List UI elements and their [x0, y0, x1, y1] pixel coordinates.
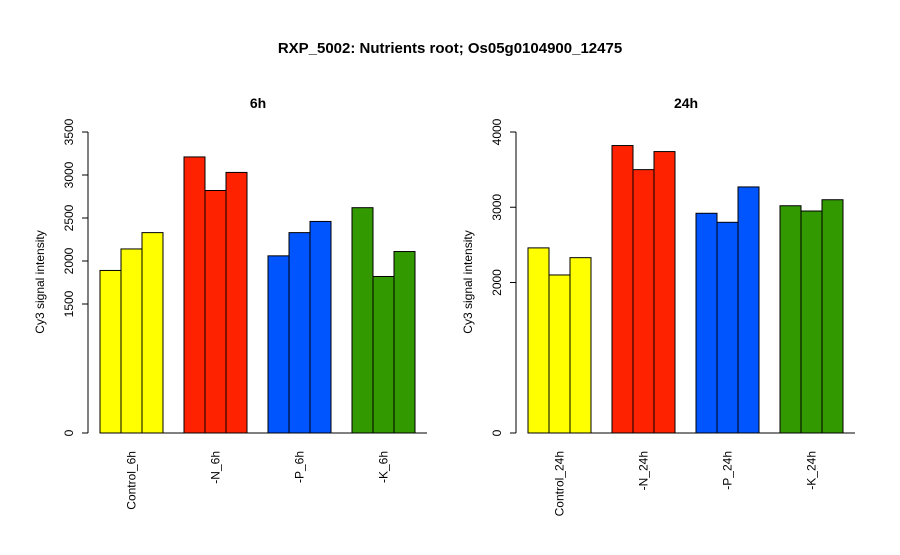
category-label: -K_6h [377, 451, 391, 483]
category-label: -P_24h [721, 451, 735, 490]
bar [569, 257, 592, 434]
bar [653, 151, 676, 434]
y-tick-label: 0 [490, 429, 504, 436]
y-tick-label: 0 [62, 429, 76, 436]
bar [800, 210, 823, 434]
y-tick-label: 2000 [62, 247, 76, 274]
bar [632, 169, 655, 434]
panel-24h: 24h Cy3 signal intensity 0 2000 3000 4000 Co… [461, 95, 855, 516]
category-label: -P_6h [293, 451, 307, 483]
category-label: -N_6h [209, 451, 223, 484]
bar [351, 207, 374, 434]
bar [120, 248, 143, 434]
bar [225, 171, 248, 434]
y-tick-label: 2000 [490, 269, 504, 296]
y-tick-label: 3000 [490, 194, 504, 221]
category-label: Control_24h [553, 451, 567, 516]
bar [204, 189, 227, 434]
category-label: -N_24h [637, 451, 651, 490]
y-axis-label: Cy3 signal intensity [461, 230, 475, 333]
bar [183, 156, 206, 434]
y-axis-label: Cy3 signal intensity [33, 230, 47, 333]
category-label: -K_24h [805, 451, 819, 490]
bar [527, 247, 550, 434]
bar [267, 255, 290, 434]
panel-title: 6h [250, 95, 266, 111]
bar [548, 274, 571, 434]
bar [99, 269, 122, 434]
main-title: RXP_5002: Nutrients root; Os05g0104900_1… [278, 40, 622, 57]
y-tick-label: 3000 [62, 161, 76, 188]
bar [695, 212, 718, 434]
bar [716, 221, 739, 434]
bar [141, 232, 164, 434]
panel-6h: 6h Cy3 signal intensity 0 1500 2000 2500 300… [33, 95, 427, 510]
bar [372, 275, 395, 434]
bar [779, 205, 802, 434]
y-tick-label: 3500 [62, 118, 76, 145]
bar [737, 186, 760, 434]
bar [309, 220, 332, 434]
bar [611, 145, 634, 434]
y-tick-label: 4000 [490, 118, 504, 145]
panel-title: 24h [674, 95, 698, 111]
bar [821, 199, 844, 434]
y-tick-label: 1500 [62, 290, 76, 317]
category-label: Control_6h [125, 451, 139, 510]
bar [393, 251, 416, 434]
bar [288, 232, 311, 434]
y-tick-label: 2500 [62, 204, 76, 231]
